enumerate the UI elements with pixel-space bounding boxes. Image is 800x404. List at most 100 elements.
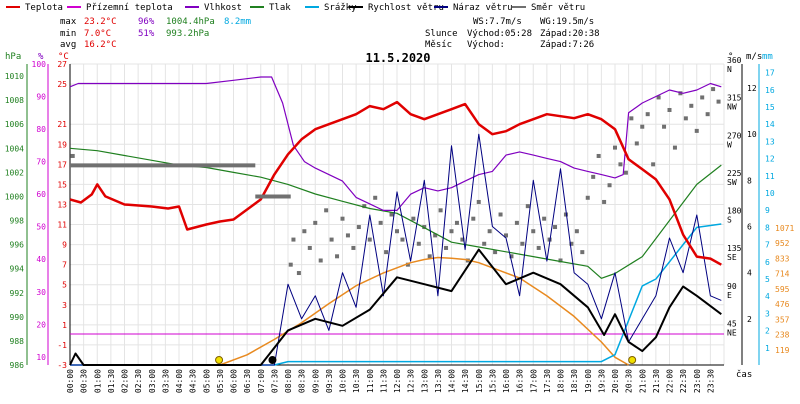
x-tick-label: 03:30 — [161, 369, 170, 393]
x-tick-label: 14:30 — [461, 369, 470, 393]
wind-direction-point — [531, 229, 536, 234]
wind-direction-point — [340, 216, 345, 221]
rain-tick-label: 11 — [765, 172, 775, 181]
rain-tick-label: 8 — [765, 223, 770, 232]
temperature-tick-label: 15 — [57, 180, 67, 189]
direction-compass-label: SW — [727, 178, 737, 187]
wind-direction-point — [716, 99, 721, 104]
x-tick-label: 11:30 — [379, 369, 388, 393]
stats-min-temp: 7.0°C — [84, 29, 111, 39]
wind-direction-point — [367, 237, 372, 242]
rain-tick-label: 9 — [765, 206, 770, 215]
wind-direction-point — [373, 195, 378, 200]
direction-compass-label: S — [727, 216, 732, 225]
x-tick-label: 09:30 — [325, 369, 334, 393]
humidity-tick-label: 50 — [36, 223, 46, 232]
wind-direction-point — [678, 91, 683, 96]
wind-direction-point — [514, 220, 519, 225]
direction-tick-label: 135 — [727, 244, 742, 253]
direction-tick-label: 45 — [727, 319, 737, 328]
wind-direction-point — [629, 116, 634, 121]
wind-direction-point — [454, 220, 459, 225]
wind-direction-point — [672, 145, 677, 150]
wind-tick-label: 8 — [747, 176, 752, 185]
wind-direction-point — [509, 254, 514, 259]
x-tick-label: 19:30 — [597, 369, 606, 393]
wind-direction-point — [504, 233, 508, 238]
temperature-tick-label: 11 — [57, 221, 67, 230]
wind-direction-point — [645, 112, 650, 117]
info-ws: WS:7.7m/s — [473, 17, 522, 27]
pressure-tick-label: 988 — [10, 337, 25, 346]
wind-direction-point — [607, 183, 612, 188]
wind-direction-point — [324, 208, 329, 213]
x-tick-label: 17:30 — [543, 369, 552, 393]
wind-direction-point — [482, 241, 487, 246]
wind-direction-point — [694, 128, 699, 133]
humidity-unit: % — [38, 52, 44, 62]
wind-tick-label: 12 — [747, 84, 757, 93]
x-tick-label: 06:00 — [230, 369, 239, 393]
wind-direction-point — [493, 250, 498, 255]
legend-label: Přízemní teplota — [86, 3, 173, 13]
solar-tick-label: 714 — [775, 270, 790, 279]
legend-label: Vlhkost — [204, 3, 242, 13]
legend-label: Teplota — [25, 3, 63, 13]
humidity-tick-label: 90 — [36, 93, 46, 102]
stats-min-press: 993.2hPa — [166, 29, 209, 39]
wind-direction-point — [389, 212, 394, 217]
humidity-tick-label: 70 — [36, 158, 46, 167]
wind-direction-point — [384, 250, 389, 255]
wind-direction-point — [623, 170, 628, 175]
direction-compass-label: W — [727, 140, 732, 149]
rain-tick-label: 13 — [765, 137, 775, 146]
rain-tick-label: 4 — [765, 292, 770, 301]
humidity-tick-label: 100 — [32, 60, 47, 69]
temperature-tick-label: 13 — [57, 200, 67, 209]
stats-max-temp: 23.2°C — [84, 17, 117, 27]
wind-tick-label: 10 — [747, 130, 757, 139]
direction-compass-label: NW — [727, 103, 737, 112]
wind-direction-point — [70, 153, 75, 158]
x-tick-label: 13:00 — [420, 369, 429, 393]
pressure-tick-label: 986 — [10, 361, 25, 370]
direction-tick-label: 360 — [727, 56, 742, 65]
legend-label: Srážky — [324, 3, 357, 13]
stats-max-press: 1004.4hPa — [166, 17, 215, 27]
temperature-line — [69, 100, 722, 266]
x-tick-label: 04:00 — [175, 369, 184, 393]
x-tick-label: 00:00 — [66, 369, 75, 393]
info-sunset: Západ:20:38 — [540, 29, 600, 39]
temperature-tick-label: 27 — [57, 60, 67, 69]
pressure-tick-label: 1002 — [5, 168, 24, 177]
x-tick-label: 07:00 — [257, 369, 266, 393]
info-block: WS:7.7m/s WG:19.5m/s Slunce Východ:05:28… — [425, 17, 600, 50]
info-moonrise: Východ: — [467, 40, 505, 50]
wind-direction-point — [558, 258, 563, 263]
wind-direction-point — [520, 241, 525, 246]
wind-direction-point — [395, 229, 399, 234]
pressure-tick-label: 994 — [10, 265, 25, 274]
rain-tick-label: 16 — [765, 86, 775, 95]
wind-direction-point — [288, 262, 293, 267]
x-tick-label: 04:30 — [189, 369, 198, 393]
wind-direction-point — [569, 241, 574, 246]
x-tick-label: 22:00 — [666, 369, 675, 393]
wind-tick-label: 6 — [747, 223, 752, 232]
solar-tick-label: 1071 — [775, 224, 794, 233]
wind-direction-point — [329, 237, 334, 242]
legend-label: Rychlost větru — [368, 3, 444, 13]
rain-unit: mm — [762, 52, 773, 62]
wind-direction-point — [602, 199, 607, 204]
pressure-tick-label: 998 — [10, 217, 25, 226]
direction-compass-label: N — [727, 65, 732, 74]
wind-direction-point — [580, 250, 585, 255]
x-tick-label: 13:30 — [434, 369, 443, 393]
temperature-tick-label: 7 — [62, 261, 67, 270]
x-tick-label: 20:00 — [611, 369, 620, 393]
x-tick-label: 23:00 — [693, 369, 702, 393]
rain-tick-label: 15 — [765, 103, 775, 112]
stats-max-rain: 8.2mm — [224, 17, 251, 27]
solar-tick-label: 833 — [775, 254, 790, 263]
x-tick-label: 07:30 — [270, 369, 279, 393]
